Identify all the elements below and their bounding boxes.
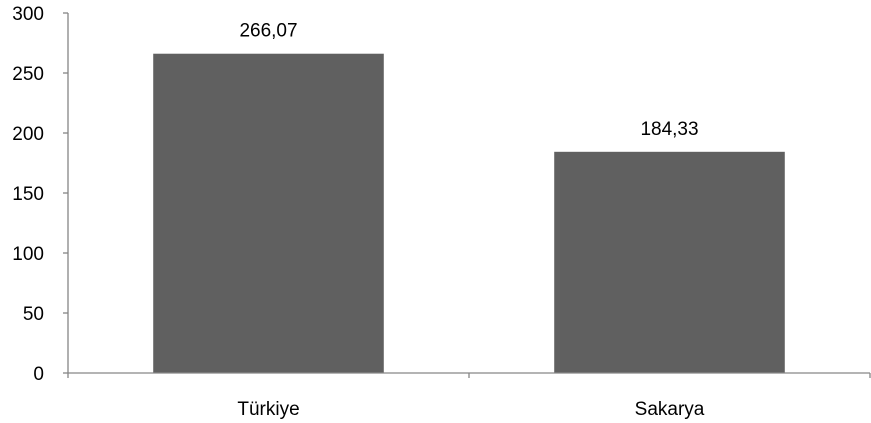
y-tick-label: 300: [12, 4, 44, 25]
data-label: 266,07: [239, 21, 297, 42]
y-tick-label: 250: [12, 64, 44, 85]
bar: [153, 53, 384, 373]
category-label: Sakarya: [635, 399, 705, 420]
category-labels: Türkiye Sakarya: [237, 399, 704, 420]
category-label: Türkiye: [237, 399, 299, 420]
data-labels: 266,07 184,33: [239, 21, 698, 140]
data-label: 184,33: [640, 119, 698, 140]
y-tick-label: 0: [33, 364, 44, 385]
y-axis-ticks: 0 50 100 150 200 250 300: [12, 4, 871, 385]
y-tick-label: 200: [12, 124, 44, 145]
y-tick-label: 150: [12, 184, 44, 205]
y-tick-label: 100: [12, 244, 44, 265]
bars: [153, 53, 785, 373]
y-tick-label: 50: [23, 304, 44, 325]
bar: [554, 151, 785, 373]
